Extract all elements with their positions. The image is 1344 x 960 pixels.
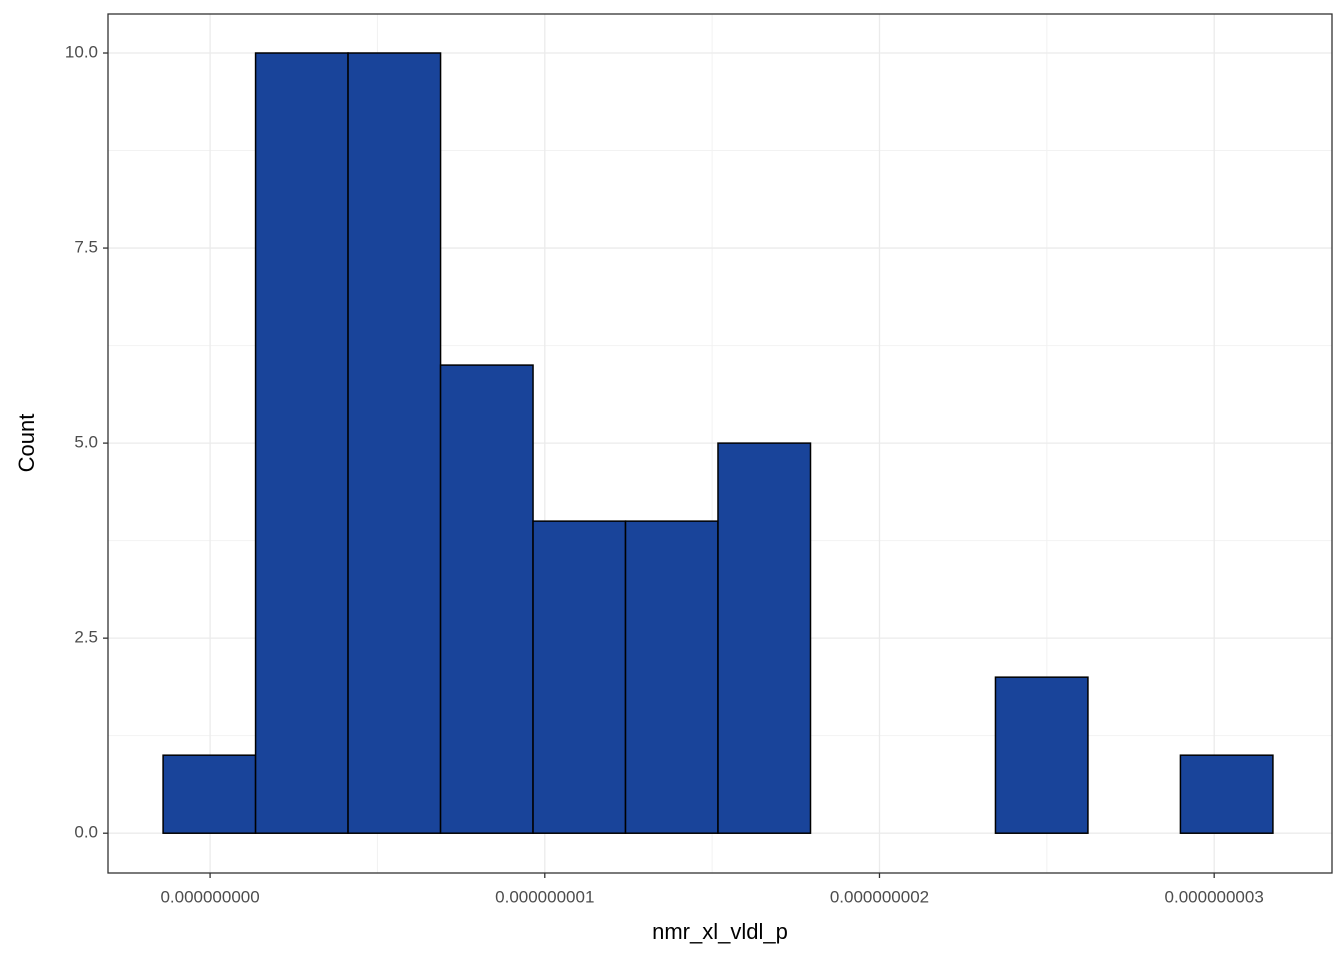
- bar: [717, 442, 812, 834]
- bar: [162, 754, 257, 834]
- y-axis-title: Count: [14, 414, 39, 473]
- y-tick-label: 2.5: [74, 628, 98, 647]
- bar: [994, 676, 1089, 834]
- x-tick-label: 0.000000001: [495, 887, 594, 906]
- x-tick-label: 0.000000002: [830, 887, 929, 906]
- bar: [439, 364, 534, 834]
- x-tick-label: 0.000000000: [160, 887, 259, 906]
- bar: [1179, 754, 1274, 834]
- bar: [624, 520, 719, 834]
- y-tick-label: 7.5: [74, 238, 98, 257]
- bar: [254, 52, 349, 834]
- x-axis-title: nmr_xl_vldl_p: [652, 919, 788, 944]
- bar: [532, 520, 627, 834]
- x-tick-label: 0.000000003: [1165, 887, 1264, 906]
- y-tick-label: 5.0: [74, 433, 98, 452]
- panel-border: [107, 13, 1333, 874]
- y-tick-label: 0.0: [74, 823, 98, 842]
- y-tick-label: 10.0: [65, 42, 98, 61]
- bar: [347, 52, 442, 834]
